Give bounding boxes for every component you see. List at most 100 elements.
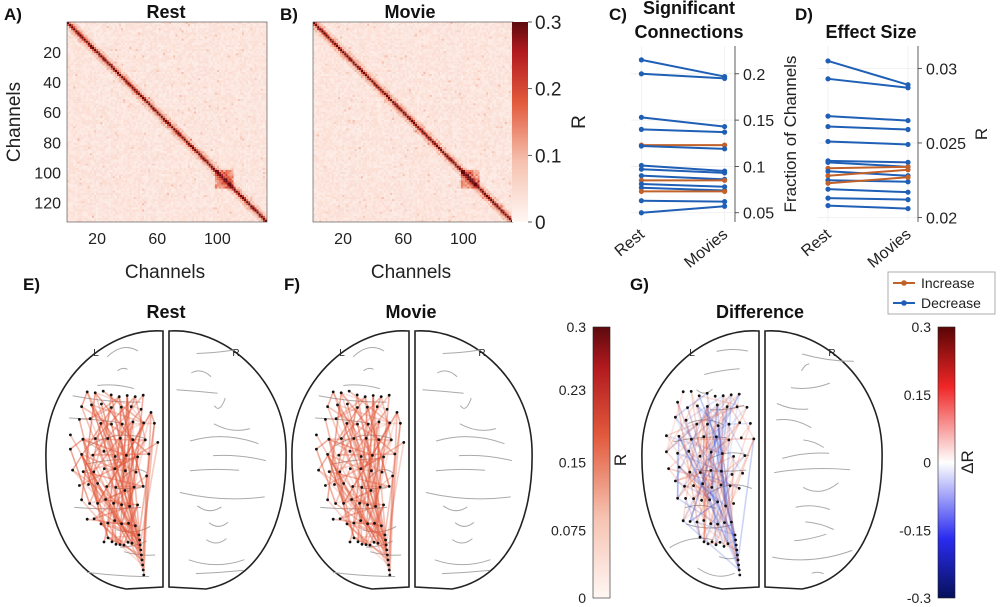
heatmap-cell bbox=[133, 122, 136, 125]
heatmap-cell bbox=[108, 36, 111, 39]
heatmap-cell bbox=[150, 78, 153, 81]
heatmap-cell bbox=[244, 128, 247, 131]
heatmap-cell bbox=[246, 59, 249, 62]
heatmap-cell bbox=[67, 115, 70, 118]
heatmap-cell bbox=[171, 65, 174, 68]
heatmap-cell bbox=[75, 49, 78, 52]
heatmap-cell bbox=[235, 109, 238, 112]
heatmap-cell bbox=[112, 38, 115, 41]
heatmap-cell bbox=[264, 72, 268, 75]
heatmap-cell bbox=[239, 105, 243, 108]
heatmap-cell bbox=[131, 34, 134, 37]
heatmap-cell bbox=[135, 80, 138, 83]
heatmap-cell bbox=[196, 32, 199, 35]
heatmap-cell bbox=[158, 57, 161, 60]
heatmap-cell bbox=[125, 32, 128, 35]
heatmap-cell bbox=[219, 109, 222, 112]
heatmap-cell bbox=[235, 28, 238, 31]
heatmap-cell bbox=[227, 111, 230, 114]
heatmap-cell bbox=[181, 34, 184, 37]
heatmap-cell bbox=[148, 76, 151, 79]
heatmap-cell bbox=[127, 26, 130, 29]
heatmap-cell bbox=[144, 117, 147, 120]
heatmap-cell bbox=[221, 22, 224, 25]
heatmap-cell bbox=[87, 24, 90, 27]
heatmap-cell bbox=[77, 124, 80, 127]
heatmap-cell bbox=[189, 99, 193, 102]
heatmap-cell bbox=[117, 32, 120, 35]
heatmap-cell bbox=[175, 40, 178, 43]
heatmap-cell bbox=[77, 74, 80, 77]
heatmap-cell bbox=[146, 109, 149, 112]
heatmap-cell bbox=[152, 49, 155, 52]
heatmap-cell bbox=[106, 38, 109, 41]
heatmap-cell bbox=[77, 101, 80, 104]
heatmap-cell bbox=[106, 84, 109, 87]
heatmap-cell bbox=[108, 92, 111, 95]
heatmap-cell bbox=[264, 84, 268, 87]
heatmap-cell bbox=[129, 82, 132, 85]
heatmap-cell bbox=[181, 92, 184, 95]
heatmap-cell bbox=[125, 24, 128, 27]
heatmap-cell bbox=[242, 55, 245, 58]
heatmap-cell bbox=[248, 126, 251, 129]
heatmap-cell bbox=[98, 92, 101, 95]
heatmap-cell bbox=[233, 101, 236, 104]
heatmap-cell bbox=[71, 88, 74, 91]
heatmap-cell bbox=[73, 57, 76, 60]
heatmap-cell bbox=[231, 57, 234, 60]
heatmap-cell bbox=[239, 47, 243, 50]
heatmap-cell bbox=[198, 107, 201, 110]
heatmap-cell bbox=[79, 69, 82, 73]
heatmap-cell bbox=[146, 84, 149, 87]
heatmap-cell bbox=[254, 69, 257, 73]
heatmap-cell bbox=[208, 28, 211, 31]
heatmap-cell bbox=[264, 49, 268, 52]
heatmap-cell bbox=[204, 65, 207, 68]
heatmap-cell bbox=[175, 97, 178, 100]
heatmap-rest bbox=[66, 21, 268, 223]
heatmap-cell bbox=[214, 117, 218, 120]
heatmap-cell bbox=[206, 32, 209, 35]
heatmap-cell bbox=[169, 61, 172, 64]
heatmap-cell bbox=[177, 107, 180, 110]
heatmap-cell bbox=[98, 32, 101, 35]
heatmap-cell bbox=[121, 124, 124, 127]
heatmap-cell bbox=[181, 30, 184, 33]
heatmap-cell bbox=[212, 30, 215, 33]
heatmap-cell bbox=[67, 74, 70, 77]
heatmap-cell bbox=[89, 53, 93, 56]
heatmap-cell bbox=[104, 111, 107, 114]
heatmap-cell bbox=[175, 44, 178, 48]
heatmap-cell bbox=[181, 28, 184, 31]
heatmap-cell bbox=[169, 90, 172, 93]
heatmap-cell bbox=[185, 40, 188, 43]
heatmap-cell bbox=[194, 28, 197, 31]
heatmap-cell bbox=[98, 117, 101, 120]
heatmap-cell bbox=[89, 111, 93, 114]
heatmap-cell bbox=[183, 90, 186, 93]
heatmap-cell bbox=[237, 59, 240, 62]
heatmap-cell bbox=[117, 65, 120, 68]
heatmap-cell bbox=[192, 49, 195, 52]
heatmap-cell bbox=[227, 22, 230, 25]
heatmap-cell bbox=[98, 86, 101, 89]
heatmap-cell bbox=[237, 97, 240, 100]
heatmap-cell bbox=[196, 44, 199, 48]
heatmap-cell bbox=[177, 59, 180, 62]
heatmap-cell bbox=[77, 40, 80, 43]
heatmap-cell bbox=[221, 38, 224, 41]
heatmap-cell bbox=[152, 109, 155, 112]
heatmap-cell bbox=[169, 26, 172, 29]
heatmap-cell bbox=[100, 34, 103, 37]
heatmap-cell bbox=[83, 57, 86, 60]
heatmap-cell bbox=[246, 67, 249, 70]
heatmap-cell bbox=[219, 67, 222, 70]
heatmap-cell bbox=[92, 61, 95, 64]
heatmap-cell bbox=[110, 90, 113, 93]
heatmap-cell bbox=[223, 42, 226, 45]
heatmap-cell bbox=[71, 126, 74, 129]
heatmap-cell bbox=[242, 42, 245, 45]
heatmap-cell bbox=[250, 51, 253, 54]
heatmap-cell bbox=[69, 80, 72, 83]
